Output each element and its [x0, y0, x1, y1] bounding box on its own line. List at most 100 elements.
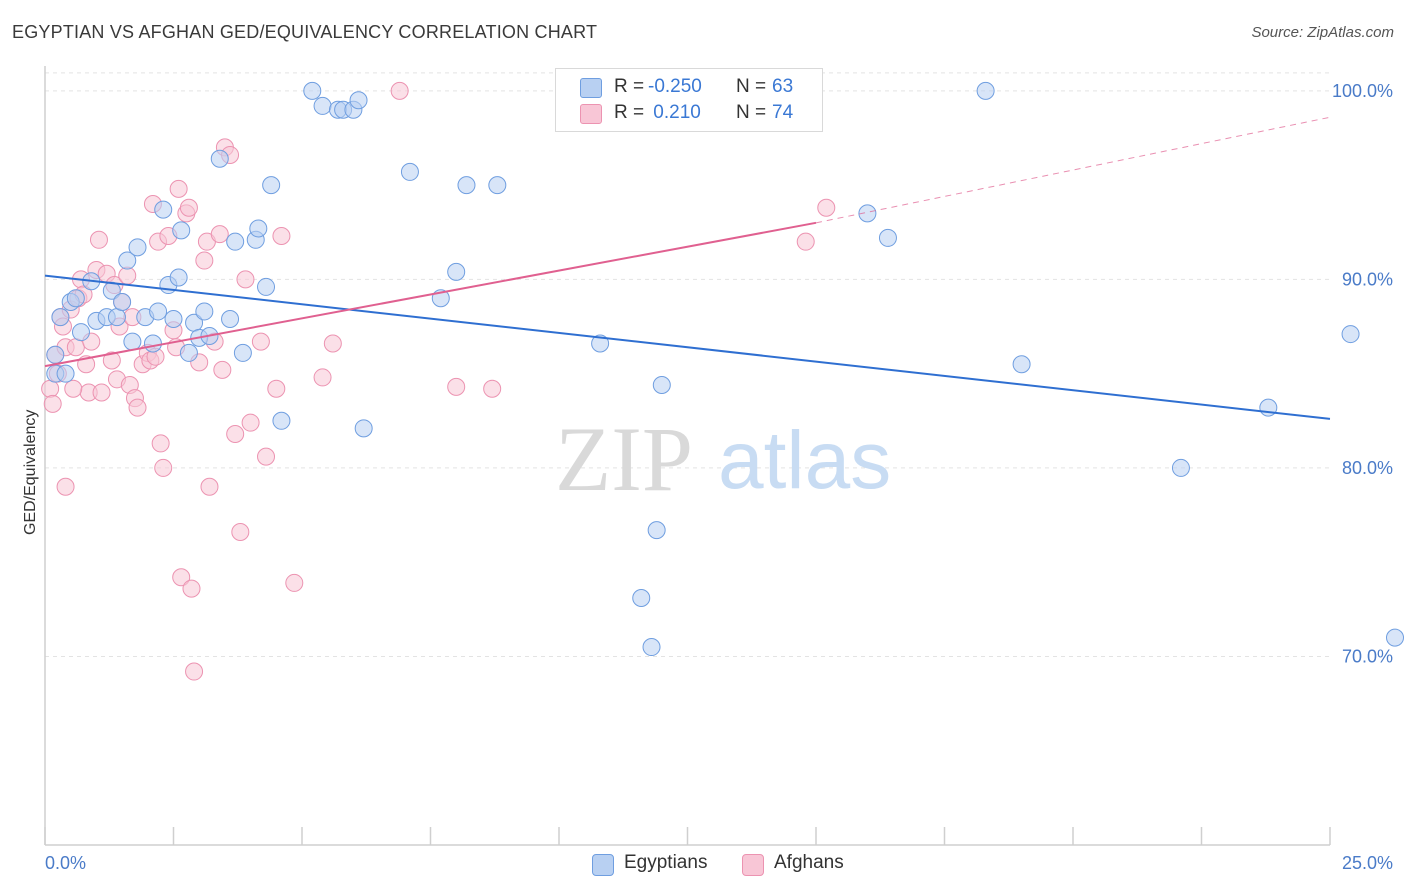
egyptians-point	[447, 262, 466, 281]
legend-n-label: N =	[736, 102, 767, 123]
afghans-point	[272, 227, 291, 246]
egyptians-point	[195, 302, 214, 321]
legend-n-label: N =	[736, 76, 767, 97]
trend-lines	[44, 116, 1331, 420]
egyptians-point	[226, 232, 245, 251]
egyptians-point	[647, 521, 666, 540]
watermark-zip: ZIP	[555, 408, 693, 510]
legend-r-value: -0.250	[648, 76, 702, 97]
y-axis-label: GED/Equivalency	[22, 410, 39, 535]
egyptians-point	[457, 176, 476, 195]
afghans-point	[185, 662, 204, 681]
egyptians-point	[107, 308, 126, 327]
egyptians-point	[976, 81, 995, 100]
afghans-point	[313, 368, 332, 387]
afghans-point	[257, 447, 276, 466]
egyptians-point	[66, 289, 85, 308]
y-tick-labels: 70.0% 80.0% 90.0% 100.0%	[1332, 81, 1393, 667]
bottom-label-afghans: Afghans	[774, 852, 844, 873]
afghans-point	[195, 251, 214, 270]
afghans-trend-extension	[815, 116, 1331, 224]
afghans-point	[210, 225, 229, 244]
egyptians-point	[149, 302, 168, 321]
legend-r-label: R =	[614, 76, 645, 97]
afghans-point	[483, 379, 502, 398]
afghans-point	[226, 424, 245, 443]
egyptians-point	[272, 411, 291, 430]
egyptians-point	[154, 200, 173, 219]
legend-n-value: 63	[772, 76, 794, 97]
egyptians-point	[71, 323, 90, 342]
egyptians-point	[303, 81, 322, 100]
afghans-points	[41, 81, 836, 681]
egyptians-point	[172, 221, 191, 240]
egyptians-point	[858, 204, 877, 223]
bottom-swatch-afghans	[742, 854, 764, 876]
egyptians-point	[128, 238, 147, 257]
afghans-point	[118, 266, 137, 285]
egyptians-point	[249, 219, 268, 238]
egyptians-point	[313, 96, 332, 115]
afghans-point	[56, 477, 75, 496]
afghans-point	[231, 523, 250, 542]
egyptians-point	[1341, 325, 1360, 344]
egyptians-point	[400, 162, 419, 181]
egyptians-point	[488, 176, 507, 195]
afghans-point	[64, 379, 83, 398]
afghans-point	[182, 579, 201, 598]
egyptians-point	[591, 334, 610, 353]
y-tick-label: 80.0%	[1342, 458, 1393, 478]
afghans-point	[236, 270, 255, 289]
afghans-point	[213, 360, 232, 379]
egyptians-point	[652, 375, 671, 394]
egyptians-point	[143, 334, 162, 353]
x-tick-labels: 0.0% 25.0%	[45, 853, 1393, 873]
bottom-swatch-egyptians	[592, 854, 614, 876]
egyptians-point	[123, 332, 142, 351]
afghans-point	[89, 230, 108, 249]
egyptians-point	[349, 91, 368, 110]
afghans-point	[241, 413, 260, 432]
egyptians-point	[113, 293, 132, 312]
chart-title: EGYPTIAN VS AFGHAN GED/EQUIVALENCY CORRE…	[12, 22, 598, 42]
egyptians-point	[51, 308, 70, 327]
source-label: Source: ZipAtlas.com	[1251, 24, 1394, 41]
afghans-point	[66, 338, 85, 357]
egyptians-point	[1012, 355, 1031, 374]
egyptians-point	[632, 589, 651, 608]
x-tick-label: 25.0%	[1342, 853, 1393, 873]
egyptians-point	[169, 268, 188, 287]
afghans-point	[447, 377, 466, 396]
legend-swatch-egyptians	[580, 78, 602, 98]
egyptians-point	[1171, 458, 1190, 477]
afghans-point	[251, 332, 270, 351]
stats-legend: R = -0.250 N = 63 R = 0.210 N = 74	[555, 68, 823, 132]
egyptians-point	[1386, 628, 1404, 647]
axes	[44, 66, 1331, 846]
legend-r-value: 0.210	[648, 102, 701, 123]
afghans-point	[151, 434, 170, 453]
afghans-point	[200, 477, 219, 496]
egyptians-point	[262, 176, 281, 195]
legend-row-egyptians: R = -0.250 N = 63	[556, 75, 822, 101]
watermark: ZIP atlas	[555, 408, 891, 510]
egyptians-point	[56, 364, 75, 383]
afghans-point	[285, 573, 304, 592]
egyptians-point	[642, 638, 661, 657]
egyptians-point	[210, 149, 229, 168]
legend-row-afghans: R = 0.210 N = 74	[556, 101, 822, 127]
bottom-label-egyptians: Egyptians	[624, 852, 708, 873]
afghans-point	[43, 394, 62, 413]
afghans-point	[179, 198, 198, 217]
egyptians-point	[46, 345, 65, 364]
afghans-point	[796, 232, 815, 251]
egyptians-point	[257, 277, 276, 296]
legend-n-value: 74	[772, 102, 794, 123]
afghans-point	[128, 398, 147, 417]
afghans-trend-line	[44, 221, 817, 368]
afghans-point	[817, 198, 836, 217]
egyptians-point	[118, 251, 137, 270]
afghans-point	[154, 458, 173, 477]
egyptians-trend-line	[44, 274, 1331, 420]
